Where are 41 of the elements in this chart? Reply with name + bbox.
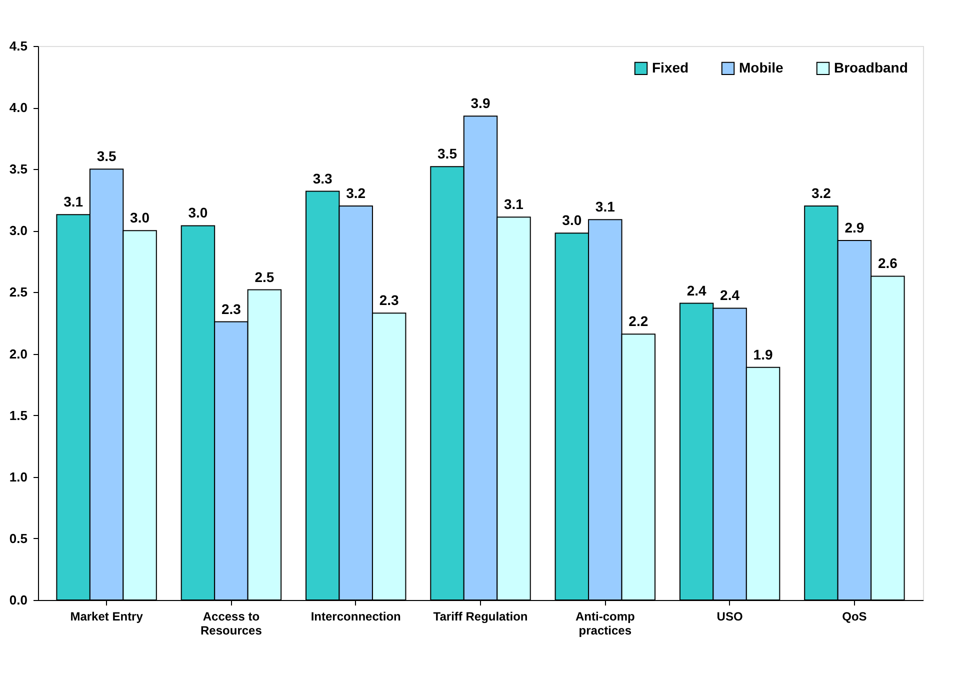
legend-label: Mobile — [739, 59, 784, 76]
legend-label: Fixed — [652, 59, 689, 76]
data-label: 3.0 — [562, 212, 582, 228]
data-label: 3.0 — [188, 204, 208, 221]
data-label: 3.3 — [312, 170, 333, 186]
x-tick-label: Tariff Regulation — [433, 610, 528, 624]
y-tick-label: 3.5 — [9, 162, 28, 177]
data-label: 3.2 — [811, 185, 832, 202]
data-label: 3.1 — [504, 196, 524, 212]
y-tick-label: 4.0 — [9, 100, 28, 116]
data-label: 2.4 — [720, 287, 740, 304]
y-tick-label: 2.0 — [9, 346, 28, 362]
x-tick-label: QoS — [842, 610, 867, 624]
data-label: 2.4 — [686, 282, 706, 298]
data-label: 2.3 — [221, 300, 242, 317]
y-tick-label: 1.0 — [9, 469, 28, 484]
data-label: 2.9 — [844, 220, 864, 236]
data-label: 3.5 — [438, 146, 458, 162]
y-tick-label: 3.0 — [9, 223, 28, 238]
data-label: 3.2 — [346, 185, 366, 202]
data-label: 2.3 — [379, 292, 400, 308]
y-tick-label: 1.5 — [9, 408, 28, 423]
x-tick-label: USO — [716, 610, 743, 624]
x-tick-label: Market Entry — [70, 610, 144, 624]
x-tick-label: Anti-comp practices — [575, 610, 635, 638]
y-tick-label: 4.5 — [9, 38, 28, 54]
data-label: 3.1 — [64, 194, 84, 210]
data-label: 3.1 — [595, 198, 616, 215]
data-label: 2.6 — [878, 255, 898, 272]
data-label: 1.9 — [753, 346, 773, 362]
data-label: 3.0 — [130, 210, 150, 226]
y-tick-label: 2.5 — [9, 284, 28, 300]
x-tick-label: Access to Resources — [200, 610, 262, 638]
legend-label: Broadband — [834, 59, 908, 76]
x-tick-label: Interconnection — [310, 610, 401, 624]
data-label: 2.5 — [254, 268, 274, 285]
data-label: 3.9 — [470, 95, 490, 112]
data-label: 3.5 — [96, 148, 116, 164]
y-tick-label: 0.5 — [9, 530, 28, 546]
y-tick-label: 0.0 — [9, 592, 28, 608]
data-label: 2.2 — [628, 313, 648, 330]
